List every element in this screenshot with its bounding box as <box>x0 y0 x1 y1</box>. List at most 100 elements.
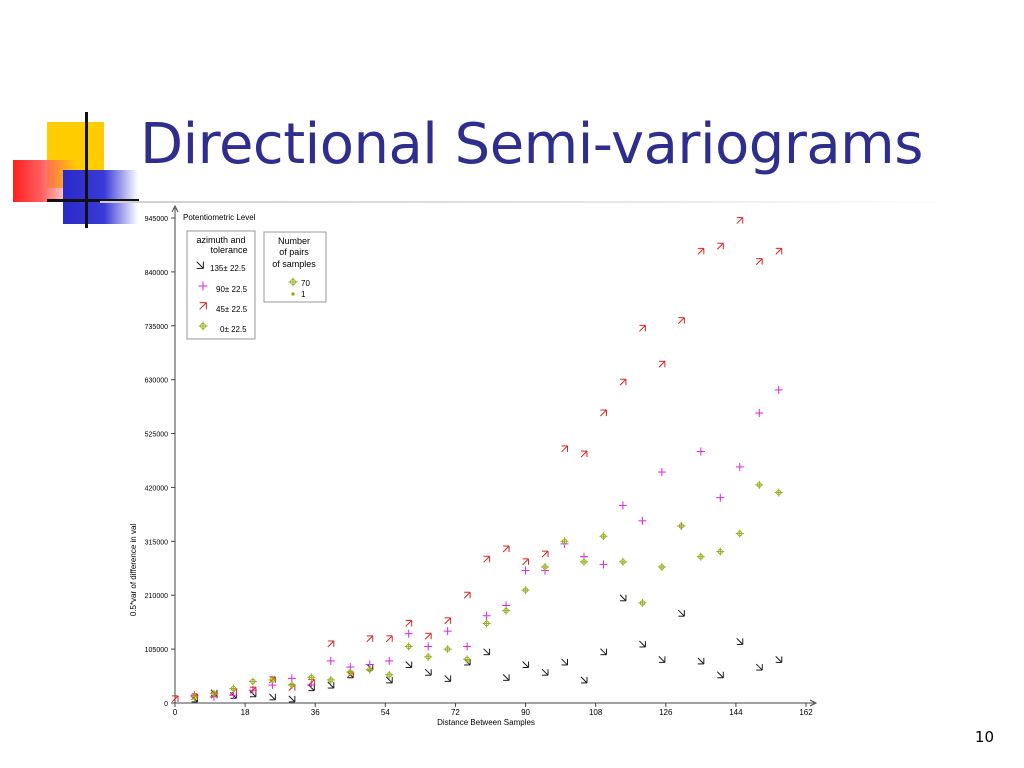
legend-azimuth-title-1: azimuth and <box>196 235 245 245</box>
y-tick-label: 840000 <box>145 270 168 277</box>
slide-title: Directional Semi-variograms <box>140 112 923 177</box>
legend-pairs-title-1: Number <box>278 236 310 246</box>
data-point <box>287 674 296 683</box>
data-point <box>774 488 783 497</box>
legend-pairs-marker-small <box>291 292 295 296</box>
data-point <box>599 532 608 541</box>
y-tick-label: 210000 <box>145 593 168 600</box>
data-point <box>697 657 705 665</box>
data-point <box>521 566 530 575</box>
data-point <box>229 691 238 700</box>
data-point <box>482 611 491 620</box>
data-point <box>716 671 724 679</box>
legend-pairs-entry-1: 70 <box>301 279 310 288</box>
y-tick-label: 105000 <box>145 647 168 654</box>
data-point <box>326 675 335 684</box>
legend-pairs-box <box>263 231 327 303</box>
data-point <box>171 695 179 703</box>
data-point <box>521 586 530 595</box>
title-underline-rule <box>100 201 960 203</box>
data-point <box>774 385 783 394</box>
legend-pairs-title-3: of samples <box>272 259 316 269</box>
data-point <box>619 594 627 602</box>
data-point <box>522 661 530 669</box>
data-point <box>561 658 569 666</box>
data-point <box>736 217 744 224</box>
data-point <box>755 663 763 671</box>
data-point <box>483 648 491 656</box>
data-point <box>658 360 666 368</box>
data-point <box>639 640 646 648</box>
data-point <box>424 668 432 676</box>
deco-blue-square <box>63 170 138 224</box>
data-point <box>443 645 452 654</box>
data-point <box>716 547 725 556</box>
data-point <box>288 695 296 703</box>
deco-horizontal-line <box>47 199 139 202</box>
data-point <box>385 635 393 643</box>
data-point <box>561 445 569 453</box>
data-point <box>735 529 744 538</box>
y-axis-label: 0.5*var of difference in val <box>129 524 138 617</box>
data-point <box>444 617 452 625</box>
data-point <box>775 247 783 255</box>
data-point <box>424 642 433 651</box>
data-point <box>229 684 238 693</box>
data-point <box>775 656 783 663</box>
data-point <box>735 462 744 471</box>
data-point <box>579 557 588 566</box>
data-point <box>307 673 316 682</box>
x-axis-label: Distance Between Samples <box>437 718 535 727</box>
data-point <box>736 638 744 645</box>
y-axis-arrow <box>171 204 179 213</box>
data-point <box>424 652 433 661</box>
data-point <box>600 648 607 656</box>
data-point <box>404 642 413 651</box>
data-point <box>580 450 588 458</box>
data-point <box>327 681 335 689</box>
data-point <box>678 317 685 324</box>
data-point <box>463 642 472 651</box>
data-point <box>755 480 764 489</box>
data-point <box>657 562 666 571</box>
x-tick-label: 0 <box>173 708 178 717</box>
data-point <box>405 661 413 669</box>
data-point <box>269 693 276 701</box>
data-point <box>541 550 549 558</box>
legend-pairs-entry-2: 1 <box>301 290 306 299</box>
legend-azimuth-entry-2: 90± 22.5 <box>216 285 248 294</box>
legend-azimuth: azimuth and tolerance 135± 22.5 90± 22.5… <box>186 230 256 340</box>
data-point <box>502 545 510 553</box>
data-point <box>248 677 257 686</box>
deco-vertical-line <box>85 112 88 228</box>
data-point <box>404 629 413 638</box>
data-point <box>346 668 355 677</box>
data-point <box>638 516 647 525</box>
chart-axes: 0 18 36 54 72 90 108 126 144 162 0 105000 210000 3150… <box>145 204 818 717</box>
data-point <box>502 673 510 681</box>
data-point <box>385 676 393 684</box>
data-point <box>463 655 472 664</box>
legend-pairs-markers <box>288 277 298 296</box>
x-tick-label: 126 <box>659 708 673 717</box>
data-point <box>755 258 763 265</box>
data-point <box>560 537 569 546</box>
data-point <box>268 675 277 684</box>
data-point <box>209 689 218 698</box>
legend-azimuth-marker <box>198 321 208 331</box>
data-point <box>443 627 452 636</box>
data-point <box>716 242 724 250</box>
data-point <box>541 562 550 571</box>
data-point <box>405 619 413 627</box>
data-point <box>657 468 666 477</box>
legend-azimuth-entry-1: 135± 22.5 <box>210 264 246 273</box>
data-point <box>600 409 607 417</box>
chart-points <box>171 217 783 703</box>
legend-azimuth-entry-4: 0± 22.5 <box>220 325 247 334</box>
x-tick-label: 162 <box>799 708 813 717</box>
data-point <box>482 619 491 628</box>
y-tick-label: 0 <box>164 701 168 708</box>
legend-azimuth-markers <box>196 261 208 331</box>
data-point <box>483 555 491 563</box>
page-number: 10 <box>974 728 994 746</box>
